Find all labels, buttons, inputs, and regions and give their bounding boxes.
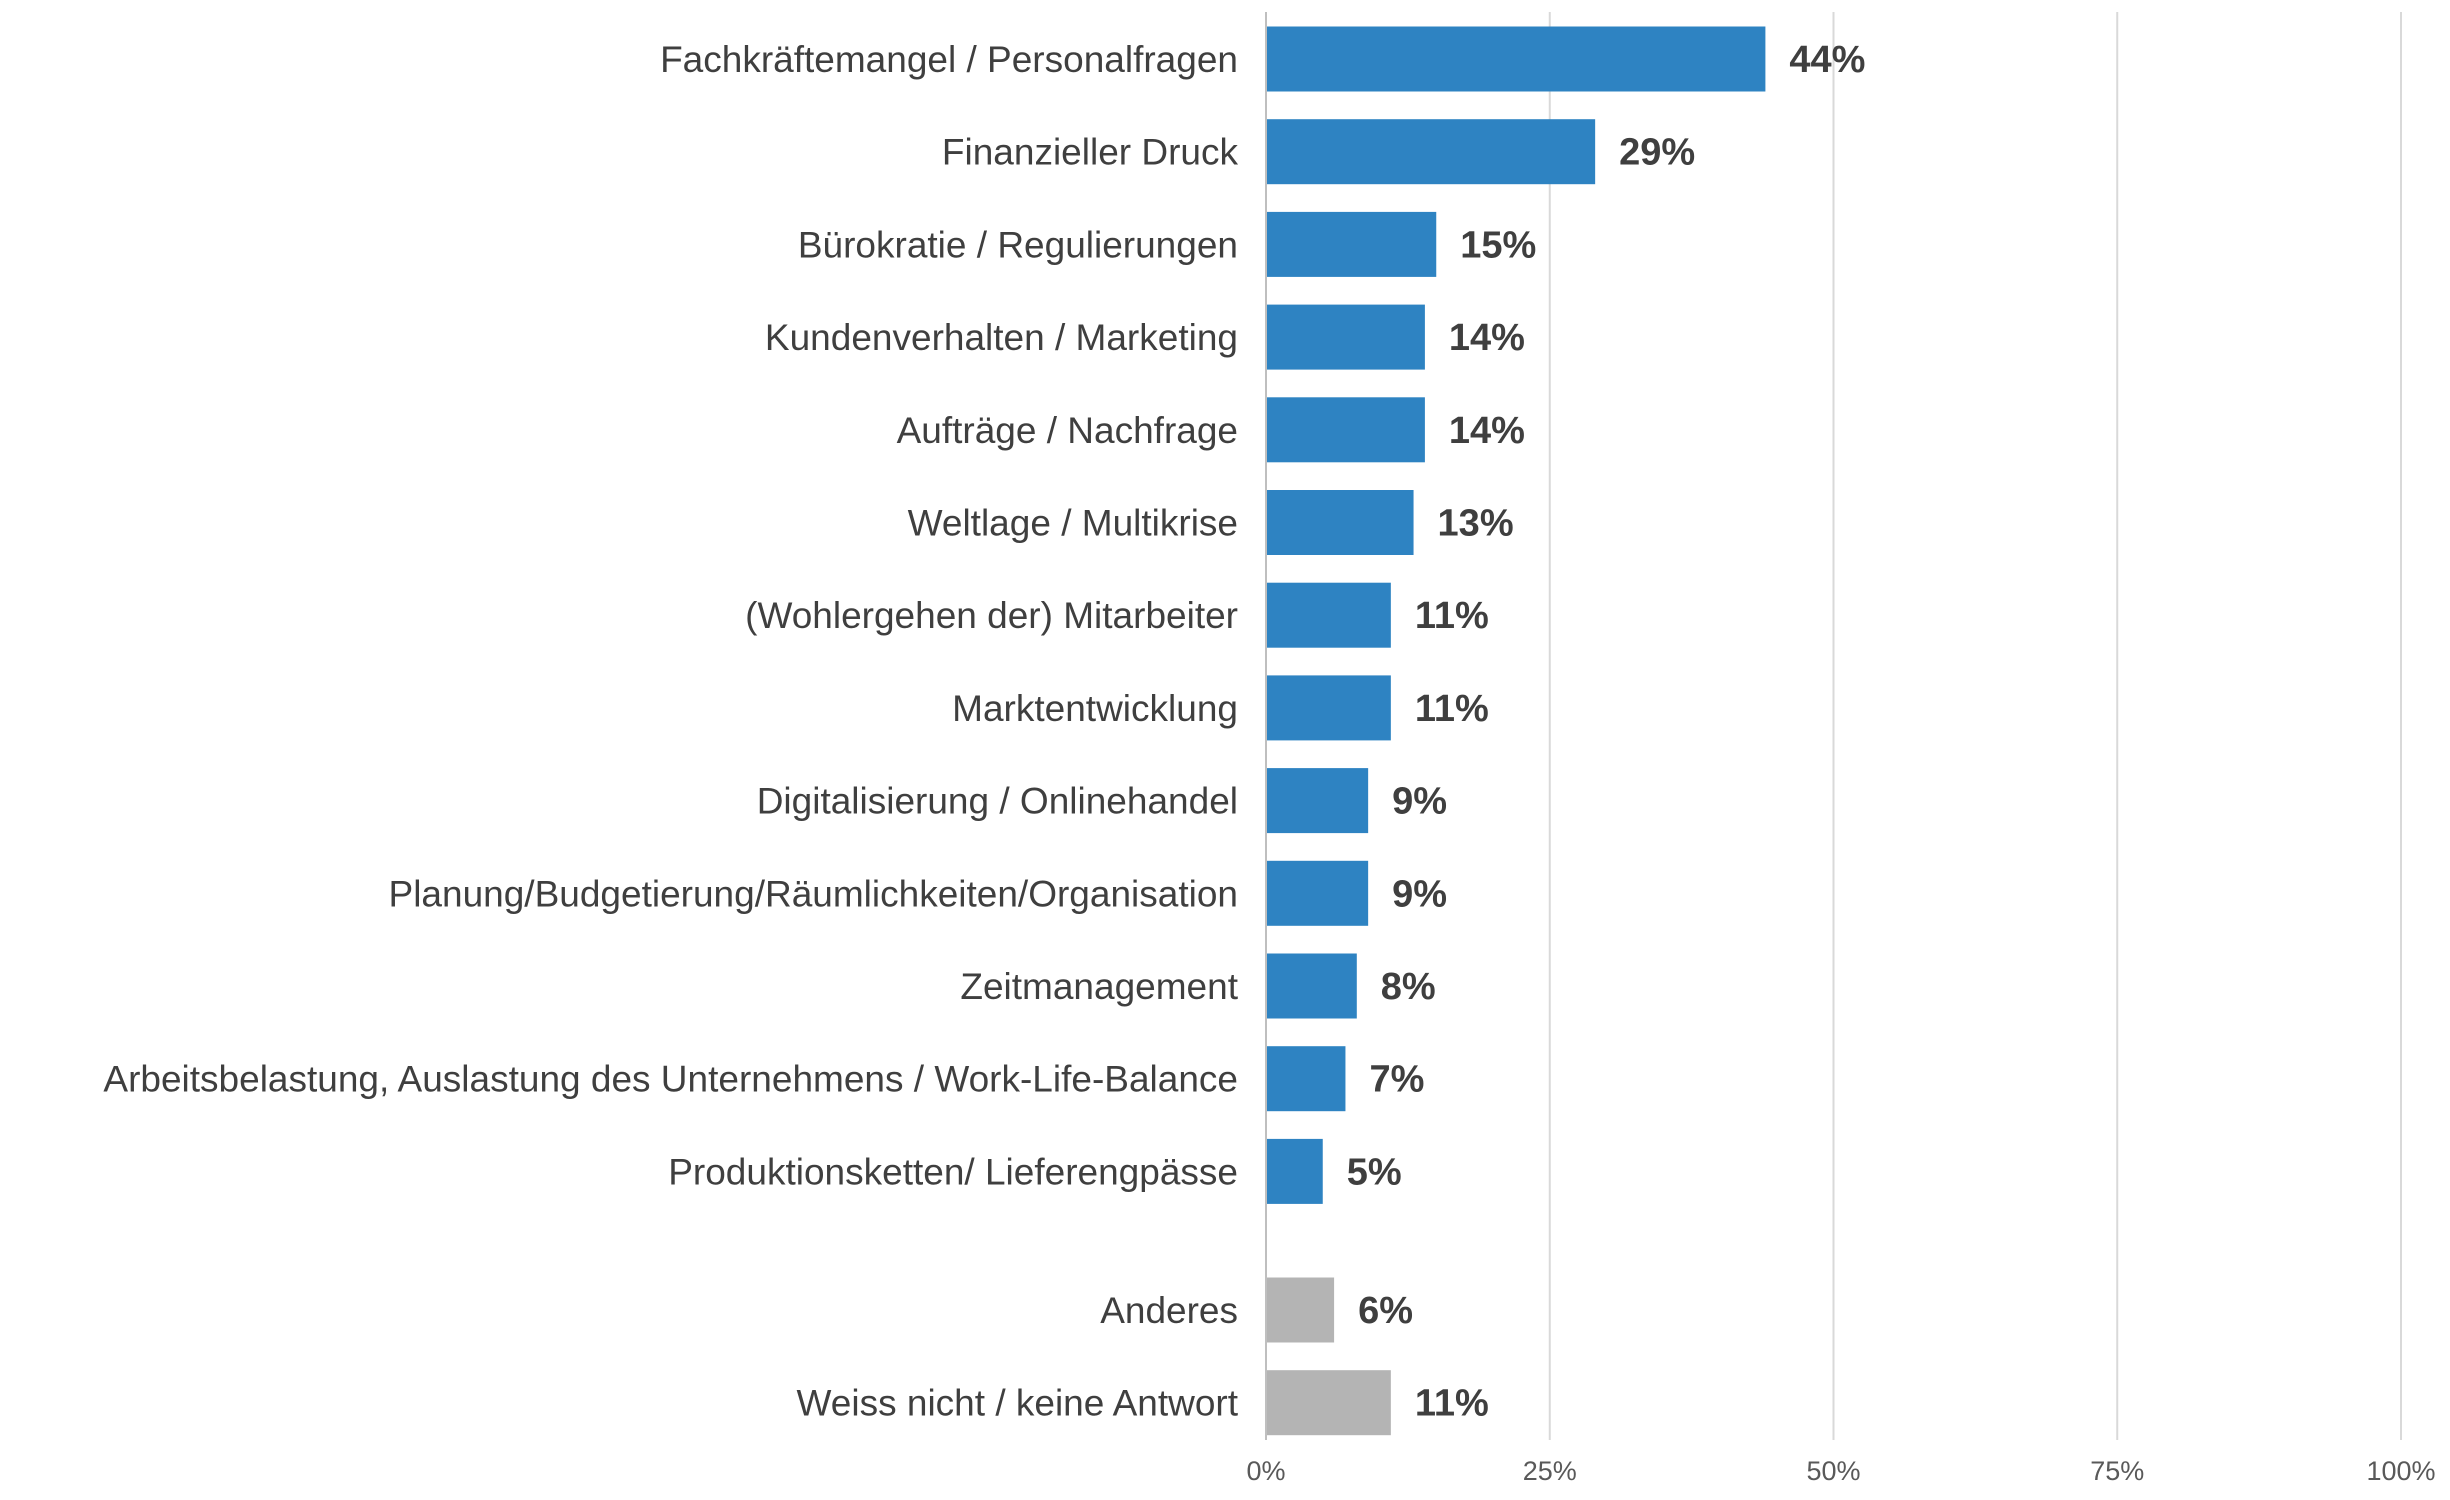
x-tick-label: 0% xyxy=(1246,1456,1285,1486)
bar-14 xyxy=(1267,1277,1335,1343)
x-tick-label: 75% xyxy=(2090,1456,2144,1486)
category-label: Finanzieller Druck xyxy=(942,132,1239,173)
value-label: 7% xyxy=(1369,1059,1424,1101)
value-label: 9% xyxy=(1392,781,1447,823)
bar-4 xyxy=(1267,304,1425,370)
bar-7 xyxy=(1267,582,1391,648)
category-label: Aufträge / Nachfrage xyxy=(897,410,1238,451)
category-label: Zeitmanagement xyxy=(960,966,1238,1007)
category-label: Bürokratie / Regulierungen xyxy=(798,224,1238,265)
value-label: 6% xyxy=(1358,1290,1413,1332)
value-label: 11% xyxy=(1415,688,1489,730)
value-label: 15% xyxy=(1460,224,1536,266)
bar-6 xyxy=(1267,490,1414,555)
category-label: Digitalisierung / Onlinehandel xyxy=(757,781,1238,822)
value-label: 13% xyxy=(1438,503,1514,545)
value-label: 5% xyxy=(1347,1151,1402,1193)
category-label: Weltlage / Multikrise xyxy=(908,503,1238,544)
value-label: 9% xyxy=(1392,873,1447,915)
bar-3 xyxy=(1267,211,1437,277)
value-label: 44% xyxy=(1789,39,1865,81)
bar-11 xyxy=(1267,953,1357,1019)
category-label: Arbeitsbelastung, Auslastung des Unterne… xyxy=(103,1059,1238,1100)
bar-10 xyxy=(1267,860,1369,926)
category-label: Anderes xyxy=(1100,1290,1238,1331)
bar-13 xyxy=(1267,1138,1323,1204)
category-label: Kundenverhalten / Marketing xyxy=(765,317,1238,358)
bar-15 xyxy=(1267,1370,1391,1436)
value-label: 14% xyxy=(1449,317,1525,359)
category-label: Planung/Budgetierung/Räumlichkeiten/Orga… xyxy=(389,873,1238,914)
value-label: 11% xyxy=(1415,595,1489,637)
value-label: 14% xyxy=(1449,410,1525,452)
bar-8 xyxy=(1267,675,1391,741)
value-label: 11% xyxy=(1415,1383,1489,1425)
x-tick-label: 25% xyxy=(1523,1456,1577,1486)
bar-1 xyxy=(1267,26,1766,92)
category-label: Produktionsketten/ Lieferengpässe xyxy=(668,1151,1238,1192)
value-label: 8% xyxy=(1381,966,1436,1008)
category-label: (Wohlergehen der) Mitarbeiter xyxy=(745,595,1238,636)
x-tick-label: 50% xyxy=(1806,1456,1860,1486)
value-label: 29% xyxy=(1619,132,1695,174)
category-label: Marktentwicklung xyxy=(952,688,1238,729)
bar-5 xyxy=(1267,397,1425,463)
bar-2 xyxy=(1267,119,1596,185)
x-tick-label: 100% xyxy=(2366,1456,2435,1486)
bar-9 xyxy=(1267,768,1369,834)
category-label: Fachkräftemangel / Personalfragen xyxy=(660,39,1238,80)
bar-12 xyxy=(1267,1046,1346,1112)
category-label: Weiss nicht / keine Antwort xyxy=(797,1383,1239,1424)
